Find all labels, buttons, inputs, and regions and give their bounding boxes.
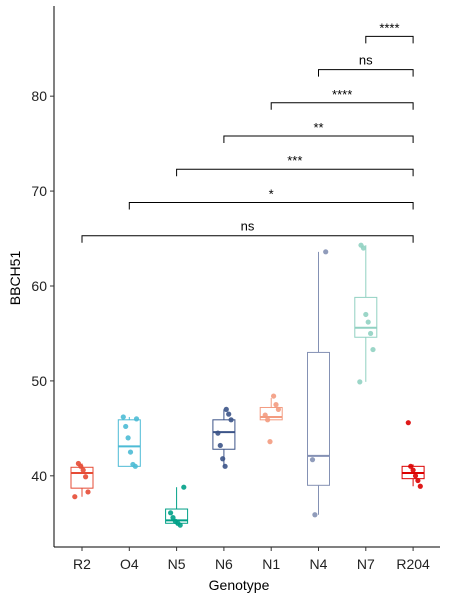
data-point (309, 457, 316, 463)
significance-bracket: ns (318, 53, 414, 77)
box-iqr (117, 419, 141, 467)
y-tick-label: 50 (31, 373, 47, 389)
data-point (273, 402, 279, 408)
y-tick-label: 60 (31, 278, 47, 294)
data-point (417, 483, 423, 489)
data-point (358, 242, 364, 248)
data-point (412, 473, 419, 479)
data-point (262, 412, 268, 418)
bracket-line (176, 168, 414, 177)
significance-label: **** (332, 87, 352, 102)
data-point (405, 420, 411, 426)
significance-bracket: ** (223, 120, 414, 144)
x-tick-label: N4 (310, 556, 328, 572)
data-point (223, 406, 229, 412)
data-point (172, 518, 178, 524)
data-point (222, 463, 228, 469)
data-point (220, 456, 226, 462)
box-n4 (307, 251, 330, 515)
significance-bracket: * (128, 186, 414, 210)
significance-label: * (269, 186, 274, 201)
significance-label: ns (241, 219, 255, 234)
x-tick-label: R204 (396, 556, 430, 572)
data-point (217, 442, 223, 449)
y-axis-title: BBCH51 (7, 251, 23, 306)
significance-label: ** (313, 120, 323, 135)
data-point (408, 463, 414, 469)
bracket-line (128, 201, 414, 210)
data-points (72, 242, 423, 528)
x-tick-label: R2 (73, 556, 91, 572)
data-point (370, 346, 376, 353)
data-point (133, 416, 140, 422)
x-tick-label: N5 (168, 556, 186, 572)
x-tick-label: O4 (120, 556, 139, 572)
bracket-line (81, 235, 414, 243)
data-point (265, 417, 271, 423)
x-axis-title: Genotype (209, 577, 270, 593)
data-point (410, 467, 416, 473)
data-point (275, 406, 281, 412)
data-point (323, 249, 329, 255)
data-point (267, 439, 273, 445)
data-point (72, 494, 78, 500)
data-point (123, 423, 129, 430)
data-point (368, 330, 374, 337)
significance-bracket: **** (270, 87, 414, 110)
y-tick-label: 70 (31, 183, 47, 199)
data-point (181, 484, 187, 490)
box-n7 (354, 245, 378, 382)
data-point (215, 430, 221, 436)
data-point (365, 319, 371, 325)
data-point (357, 379, 363, 385)
data-point (120, 414, 126, 420)
data-point (363, 311, 369, 318)
box-iqr (354, 296, 378, 338)
bracket-line (270, 102, 414, 110)
bracket-line (223, 135, 414, 144)
data-point (312, 512, 318, 518)
data-point (170, 514, 176, 521)
data-point (125, 435, 131, 441)
data-point (127, 449, 134, 455)
data-point (130, 461, 136, 468)
significance-bracket: *** (176, 153, 414, 177)
x-tick-label: N1 (262, 556, 280, 572)
x-tick-label: N6 (215, 556, 233, 572)
data-point (80, 467, 86, 473)
significance-label: *** (287, 153, 302, 168)
significance-bracket: **** (365, 20, 414, 44)
box-iqr (307, 351, 330, 486)
bracket-line (365, 35, 414, 44)
significance-label: ns (359, 53, 373, 68)
x-tick-label: N7 (357, 556, 375, 572)
data-point (83, 474, 89, 480)
box-iqr (212, 419, 236, 450)
significance-bracket: ns (81, 219, 414, 243)
significance-brackets: ns**********ns**** (81, 20, 414, 243)
bracket-line (318, 69, 414, 77)
data-point (271, 393, 277, 399)
axes: 40 50 60 70 80 R2 O4 N5 N6 N1 N4 N7 R204 (31, 6, 440, 572)
data-point (75, 460, 81, 467)
data-point (228, 417, 234, 423)
data-point (415, 477, 421, 484)
y-tick-label: 40 (31, 468, 47, 484)
box-o4 (117, 416, 141, 467)
boxes (70, 245, 425, 526)
y-tick-label: 80 (31, 88, 47, 104)
data-point (168, 510, 174, 516)
data-point (226, 411, 232, 417)
significance-label: **** (379, 20, 399, 35)
data-point (85, 489, 91, 495)
